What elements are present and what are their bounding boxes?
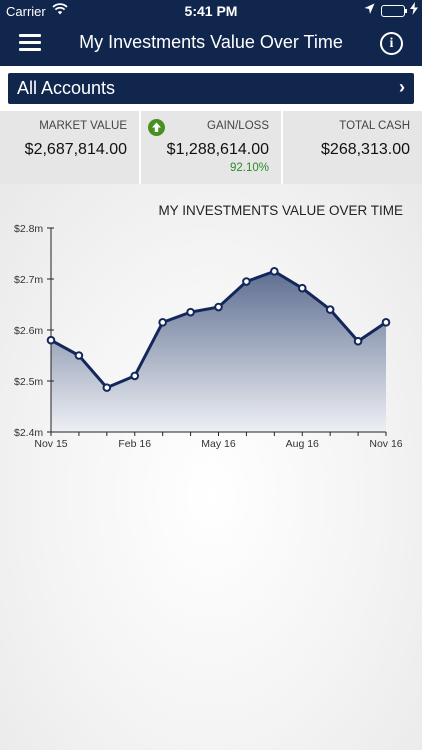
wifi-icon: [52, 2, 68, 19]
carrier-label: Carrier: [6, 4, 46, 19]
chart-area-fill: [51, 271, 386, 432]
x-tick-label: Nov 16: [369, 438, 402, 450]
account-selector[interactable]: All Accounts ›: [8, 73, 414, 104]
gain-loss-label: GAIN/LOSS: [207, 120, 269, 132]
nav-bar: My Investments Value Over Time i: [0, 22, 422, 66]
data-point: [353, 336, 363, 346]
data-point: [242, 277, 251, 286]
account-selector-label: All Accounts: [17, 78, 116, 98]
data-point: [381, 318, 391, 327]
y-tick-label: $2.8m: [14, 223, 43, 235]
data-point: [186, 307, 195, 317]
gain-loss-amount: $1,288,614.00: [166, 141, 269, 158]
summary-divider: [281, 111, 283, 184]
status-bar: Carrier 5:41 PM: [0, 0, 422, 22]
x-tick-label: May 16: [201, 438, 236, 450]
y-tick-label: $2.6m: [14, 325, 43, 337]
x-tick-label: Feb 16: [118, 438, 151, 450]
page-title: My Investments Value Over Time: [79, 32, 343, 52]
chart-panel: MY INVESTMENTS VALUE OVER TIME $2.8m $2.7…: [0, 184, 422, 750]
data-point: [270, 267, 279, 276]
battery-tip: [405, 9, 407, 13]
top-bar: Carrier 5:41 PM My Investments Value Ove…: [0, 0, 422, 66]
data-point: [46, 335, 56, 345]
market-value-cell: MARKET VALUE $2,687,814.00: [0, 111, 139, 184]
chart-title: MY INVESTMENTS VALUE OVER TIME: [158, 203, 403, 218]
x-tick-label: Nov 15: [34, 438, 67, 450]
total-cash-label: TOTAL CASH: [339, 120, 410, 132]
y-tick-label: $2.7m: [14, 274, 43, 286]
x-tick-label: Aug 16: [286, 438, 319, 450]
summary-panel: MARKET VALUE $2,687,814.00 GAIN/LOSS $1,…: [0, 111, 422, 184]
battery-icon: [381, 5, 405, 17]
market-value-amount: $2,687,814.00: [24, 141, 127, 158]
data-point: [214, 302, 223, 312]
location-arrow-icon: [364, 3, 375, 18]
y-tick-label: $2.4m: [14, 427, 43, 439]
info-icon[interactable]: i: [380, 32, 403, 55]
gain-loss-percent: 92.10%: [229, 162, 269, 174]
data-point: [102, 383, 112, 392]
total-cash-amount: $268,313.00: [321, 141, 410, 158]
chevron-right-icon: ›: [399, 77, 405, 97]
data-point: [325, 305, 335, 314]
data-point: [158, 318, 167, 327]
data-point: [130, 371, 140, 381]
gain-loss-cell: GAIN/LOSS $1,288,614.00 92.10%: [141, 111, 281, 184]
total-cash-cell: TOTAL CASH $268,313.00: [283, 111, 422, 184]
hamburger-menu-icon[interactable]: [19, 34, 41, 52]
y-tick-label: $2.5m: [14, 376, 43, 388]
arrow-up-icon: [148, 119, 165, 136]
data-point: [74, 351, 84, 360]
data-point: [297, 283, 307, 293]
summary-divider: [139, 111, 141, 184]
market-value-label: MARKET VALUE: [39, 120, 127, 132]
charging-bolt-icon: [410, 2, 418, 18]
clock: 5:41 PM: [184, 3, 238, 19]
